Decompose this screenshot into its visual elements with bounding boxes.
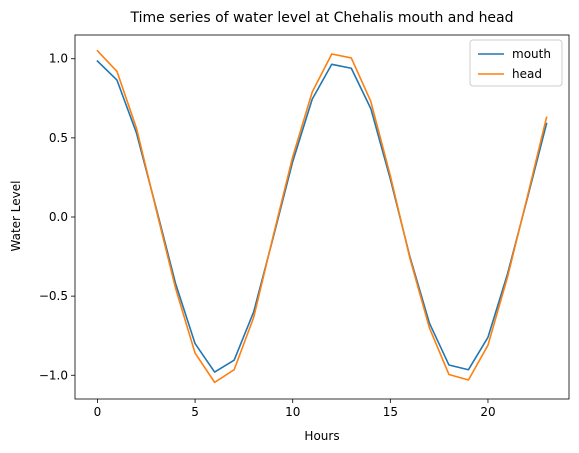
x-tick-label: 10 xyxy=(285,405,300,419)
legend-label-head: head xyxy=(512,67,542,81)
x-tick-label: 0 xyxy=(94,405,102,419)
x-tick-label: 5 xyxy=(191,405,199,419)
x-tick-label: 20 xyxy=(480,405,495,419)
x-axis-label: Hours xyxy=(304,429,339,443)
series-group xyxy=(96,49,548,384)
y-tick-label: 1.0 xyxy=(49,52,68,66)
y-tick-label: 0.0 xyxy=(49,210,68,224)
legend-label-mouth: mouth xyxy=(512,47,551,61)
chart-title: Time series of water level at Chehalis m… xyxy=(129,10,513,26)
y-tick-label: −1.0 xyxy=(39,368,68,382)
x-tick-label: 15 xyxy=(383,405,398,419)
y-axis-label: Water Level xyxy=(9,181,23,252)
series-line-mouth xyxy=(96,59,548,373)
y-tick-label: −0.5 xyxy=(39,289,68,303)
y-tick-label: 0.5 xyxy=(49,131,68,145)
plot-frame xyxy=(74,34,570,400)
series-line-head xyxy=(96,49,548,384)
legend: mouth head xyxy=(469,39,563,87)
axes: 0 5 10 15 20 −1.0 −0.5 0.0 0.5 1.0 xyxy=(39,34,570,419)
